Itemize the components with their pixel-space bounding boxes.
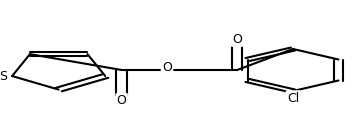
Text: O: O	[117, 94, 127, 107]
Text: O: O	[162, 61, 172, 74]
Text: S: S	[0, 70, 7, 83]
Text: Cl: Cl	[287, 92, 299, 104]
Text: O: O	[232, 33, 242, 46]
